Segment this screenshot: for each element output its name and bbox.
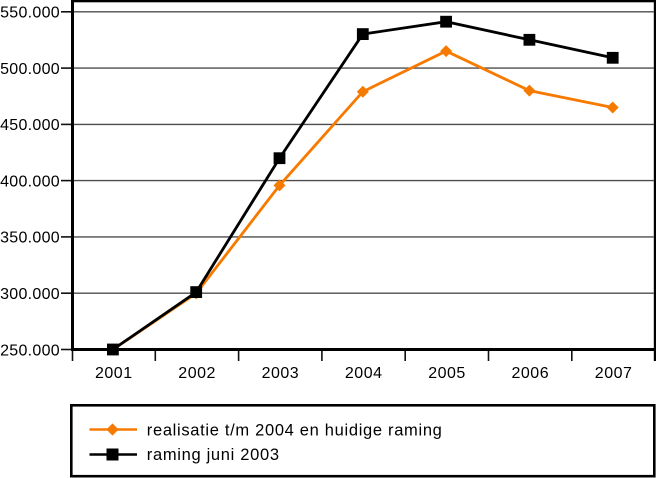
svg-text:450.000: 450.000	[0, 117, 60, 134]
svg-text:realisatie t/m 2004 en huidige: realisatie t/m 2004 en huidige raming	[147, 422, 443, 440]
svg-text:500.000: 500.000	[0, 61, 60, 78]
svg-text:2002: 2002	[178, 365, 216, 382]
svg-text:2005: 2005	[428, 365, 466, 382]
svg-text:2004: 2004	[345, 365, 383, 382]
svg-text:250.000: 250.000	[0, 342, 60, 359]
svg-text:2003: 2003	[262, 365, 300, 382]
svg-text:350.000: 350.000	[0, 230, 60, 247]
svg-text:2001: 2001	[95, 365, 133, 382]
svg-text:400.000: 400.000	[0, 173, 60, 190]
svg-text:2007: 2007	[595, 365, 633, 382]
svg-text:300.000: 300.000	[0, 286, 60, 303]
svg-text:2006: 2006	[512, 365, 550, 382]
svg-text:raming juni 2003: raming juni 2003	[147, 446, 280, 464]
svg-text:550.000: 550.000	[0, 5, 60, 22]
